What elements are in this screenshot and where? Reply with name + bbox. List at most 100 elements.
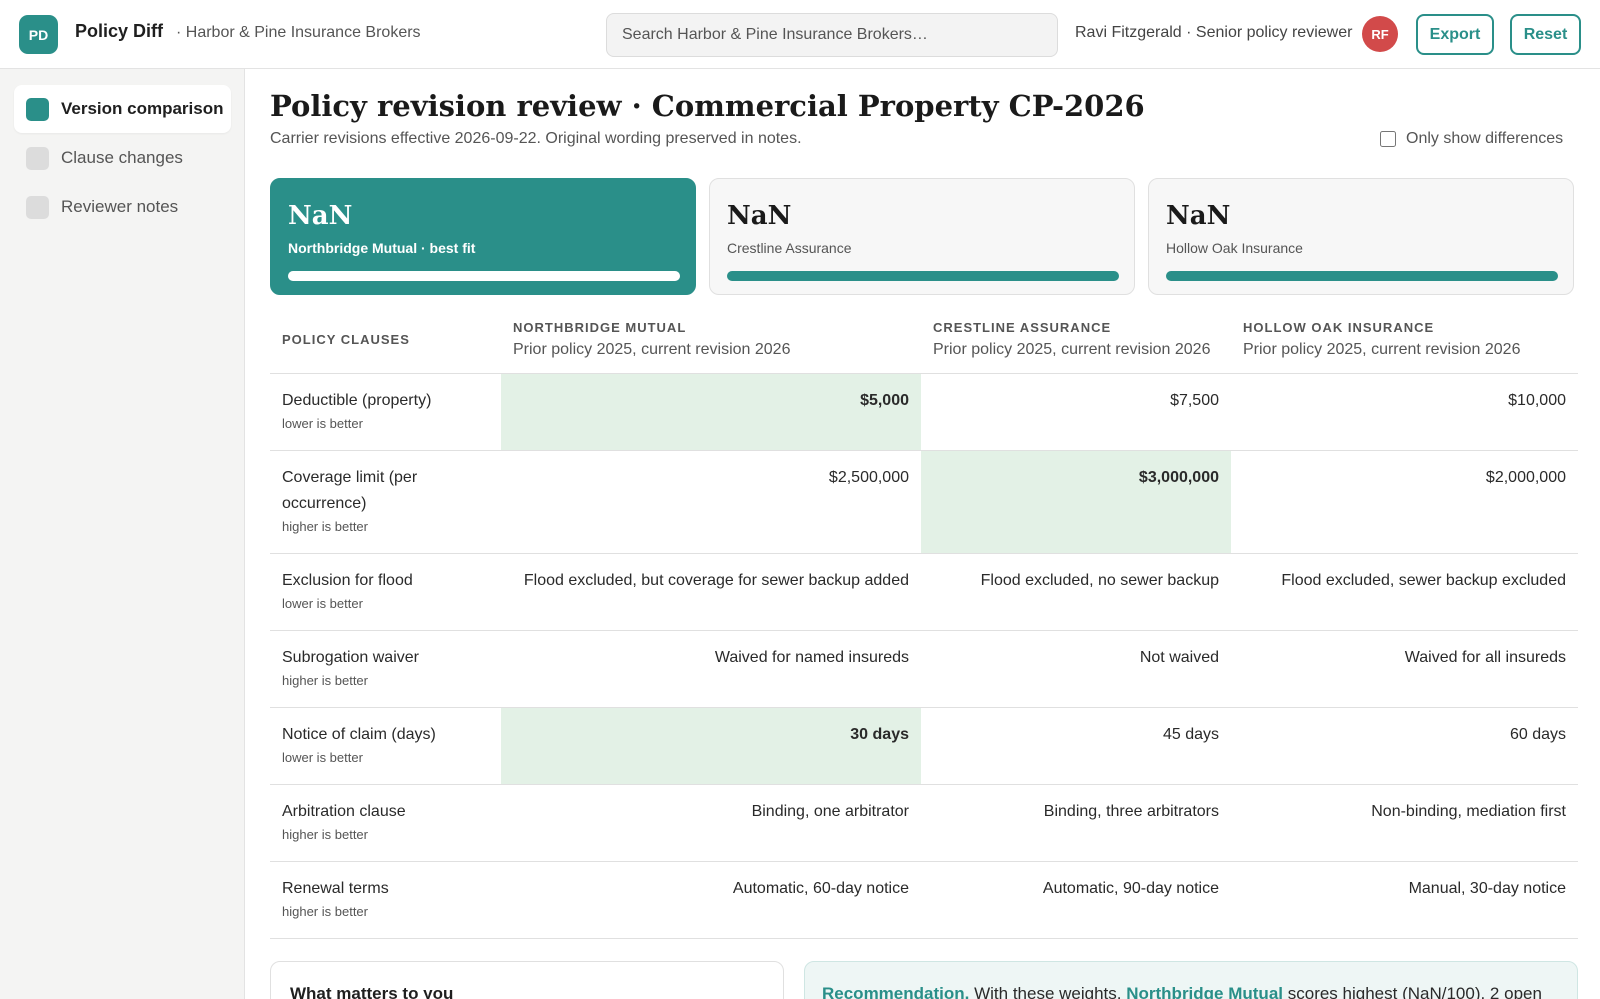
score-value: NaN bbox=[1166, 201, 1231, 231]
value-cell: Flood excluded, sewer backup excluded bbox=[1231, 553, 1578, 631]
app-logo: PD bbox=[19, 15, 58, 54]
clause-cell: Deductible (property) lower is better bbox=[270, 373, 501, 451]
score-bar bbox=[727, 271, 1119, 281]
carrier-name: Hollow Oak Insurance bbox=[1166, 240, 1303, 256]
user-name: Ravi Fitzgerald · Senior policy reviewer bbox=[1075, 24, 1353, 41]
only-differences-label: Only show differences bbox=[1406, 130, 1564, 147]
clause-hint: higher is better bbox=[282, 904, 368, 919]
reset-button[interactable]: Reset bbox=[1510, 14, 1581, 55]
only-differences-toggle[interactable]: Only show differences bbox=[1380, 130, 1563, 148]
value-cell: Manual, 30-day notice bbox=[1231, 861, 1578, 939]
clause-cell: Renewal terms higher is better bbox=[270, 861, 501, 939]
column-header-carrier: HOLLOW OAK INSURANCE Prior policy 2025, … bbox=[1231, 308, 1578, 374]
value-cell: Waived for all insureds bbox=[1231, 630, 1578, 708]
clause-name: Arbitration clause bbox=[282, 803, 406, 820]
table-row: Coverage limit (per occurrence) higher is… bbox=[270, 450, 1578, 554]
table-header-row: POLICY CLAUSES NORTHBRIDGE MUTUAL Prior … bbox=[270, 308, 1578, 374]
clause-cell: Arbitration clause higher is better bbox=[270, 784, 501, 862]
table-row: Exclusion for flood lower is better Flood … bbox=[270, 553, 1578, 631]
clause-name: Coverage limit (per occurrence) bbox=[282, 469, 418, 512]
only-differences-checkbox[interactable] bbox=[1380, 131, 1396, 147]
clause-hint: lower is better bbox=[282, 596, 363, 611]
carrier-column-name: CRESTLINE ASSURANCE bbox=[933, 320, 1112, 335]
clause-hint: higher is better bbox=[282, 827, 368, 842]
reviewer-notes-icon bbox=[26, 195, 49, 219]
score-bar-fill bbox=[288, 271, 680, 281]
value-cell: Non-binding, mediation first bbox=[1231, 784, 1578, 862]
weights-panel: What matters to you bbox=[270, 961, 784, 999]
sidebar-item-label: Reviewer notes bbox=[61, 197, 179, 216]
clause-cell: Notice of claim (days) lower is better bbox=[270, 707, 501, 785]
score-bar-fill bbox=[1166, 271, 1558, 281]
clause-name: Notice of claim (days) bbox=[282, 726, 436, 743]
carrier-column-sub: Prior policy 2025, current revision 2026 bbox=[933, 341, 1211, 358]
carrier-column-sub: Prior policy 2025, current revision 2026 bbox=[513, 341, 791, 358]
recommendation-carrier: Northbridge Mutual bbox=[1126, 984, 1283, 999]
value-cell: 45 days bbox=[921, 707, 1231, 785]
top-bar: PD Policy Diff · Harbor & Pine Insurance… bbox=[0, 0, 1600, 69]
value-cell: 30 days bbox=[501, 707, 921, 785]
avatar[interactable]: RF bbox=[1362, 16, 1398, 52]
sidebar-item-label: Version comparison bbox=[61, 99, 224, 118]
value-cell: Automatic, 90-day notice bbox=[921, 861, 1231, 939]
sidebar: Version comparison Clause changes Review… bbox=[0, 69, 245, 999]
value-cell: Flood excluded, no sewer backup bbox=[921, 553, 1231, 631]
clause-name: Deductible (property) bbox=[282, 392, 432, 409]
table-row: Notice of claim (days) lower is better 30 … bbox=[270, 707, 1578, 785]
carrier-name: Crestline Assurance bbox=[727, 240, 852, 256]
value-cell: $10,000 bbox=[1231, 373, 1578, 451]
score-bar bbox=[1166, 271, 1558, 281]
clause-hint: higher is better bbox=[282, 673, 368, 688]
export-button[interactable]: Export bbox=[1416, 14, 1494, 55]
main-content: Policy revision review · Commercial Prop… bbox=[245, 69, 1600, 999]
clause-hint: lower is better bbox=[282, 416, 363, 431]
sidebar-item-clause-changes[interactable]: Clause changes bbox=[14, 134, 231, 182]
clause-changes-icon bbox=[26, 146, 49, 170]
clause-cell: Exclusion for flood lower is better bbox=[270, 553, 501, 631]
weights-panel-title: What matters to you bbox=[290, 984, 454, 999]
clause-hint: higher is better bbox=[282, 519, 368, 534]
value-cell: $5,000 bbox=[501, 373, 921, 451]
page-title: Policy revision review · Commercial Prop… bbox=[270, 89, 1145, 123]
score-card-northbridge[interactable]: NaN Northbridge Mutual · best fit bbox=[270, 178, 696, 295]
sidebar-item-label: Clause changes bbox=[61, 148, 183, 167]
table-body: Deductible (property) lower is better $5,0… bbox=[270, 373, 1578, 939]
column-header-clauses: POLICY CLAUSES bbox=[270, 308, 501, 374]
sidebar-item-reviewer-notes[interactable]: Reviewer notes bbox=[14, 183, 231, 231]
column-header-carrier: CRESTLINE ASSURANCE Prior policy 2025, c… bbox=[921, 308, 1231, 374]
sidebar-item-version-comparison[interactable]: Version comparison bbox=[14, 85, 231, 133]
value-cell: Automatic, 60-day notice bbox=[501, 861, 921, 939]
search-input[interactable] bbox=[606, 13, 1058, 57]
table-row: Subrogation waiver higher is better Waived… bbox=[270, 630, 1578, 708]
value-cell: 60 days bbox=[1231, 707, 1578, 785]
page-subtitle: Carrier revisions effective 2026-09-22. … bbox=[270, 130, 802, 147]
score-value: NaN bbox=[727, 201, 792, 231]
org-name: · Harbor & Pine Insurance Brokers bbox=[176, 24, 421, 41]
clause-name: Renewal terms bbox=[282, 880, 389, 897]
recommendation-text-1: With these weights, bbox=[974, 984, 1122, 999]
score-card-crestline[interactable]: NaN Crestline Assurance bbox=[709, 178, 1135, 295]
carrier-name: Northbridge Mutual · best fit bbox=[288, 240, 476, 256]
version-comparison-icon bbox=[26, 97, 49, 121]
clause-cell: Coverage limit (per occurrence) higher is… bbox=[270, 450, 501, 554]
clause-name: Exclusion for flood bbox=[282, 572, 413, 589]
value-cell: Not waived bbox=[921, 630, 1231, 708]
recommendation-panel: Recommendation. With these weights, Nort… bbox=[804, 961, 1578, 999]
clause-cell: Subrogation waiver higher is better bbox=[270, 630, 501, 708]
value-cell: Waived for named insureds bbox=[501, 630, 921, 708]
value-cell: $3,000,000 bbox=[921, 450, 1231, 554]
table-row: Deductible (property) lower is better $5,0… bbox=[270, 373, 1578, 451]
clause-name: Subrogation waiver bbox=[282, 649, 419, 666]
table-row: Renewal terms higher is better Automatic, … bbox=[270, 861, 1578, 939]
value-cell: $2,000,000 bbox=[1231, 450, 1578, 554]
value-cell: Binding, three arbitrators bbox=[921, 784, 1231, 862]
table-row: Arbitration clause higher is better Bindin… bbox=[270, 784, 1578, 862]
value-cell: Binding, one arbitrator bbox=[501, 784, 921, 862]
recommendation-lead: Recommendation. bbox=[822, 984, 970, 999]
recommendation-text-2: scores highest (NaN/100). 2 open bbox=[1287, 984, 1542, 999]
value-cell: $7,500 bbox=[921, 373, 1231, 451]
carrier-column-name: NORTHBRIDGE MUTUAL bbox=[513, 320, 687, 335]
score-card-hollow-oak[interactable]: NaN Hollow Oak Insurance bbox=[1148, 178, 1574, 295]
clause-hint: lower is better bbox=[282, 750, 363, 765]
comparison-table: POLICY CLAUSES NORTHBRIDGE MUTUAL Prior … bbox=[270, 308, 1578, 939]
